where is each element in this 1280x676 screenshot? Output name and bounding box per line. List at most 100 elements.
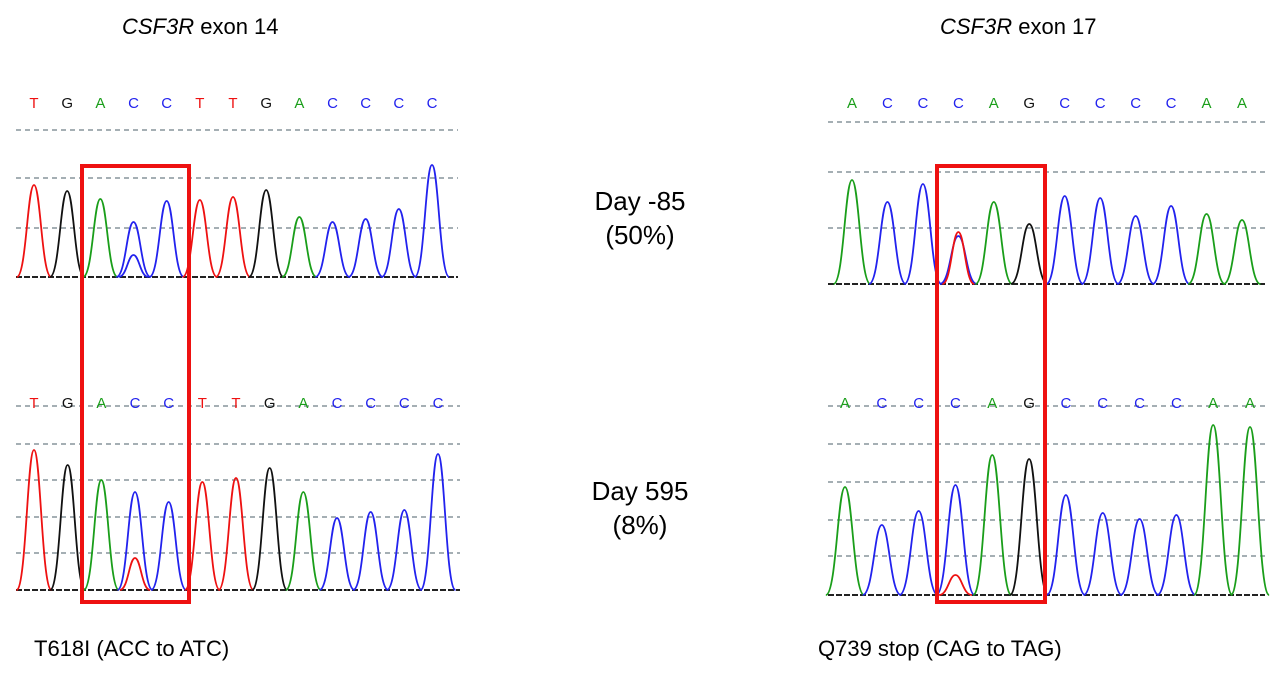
- base-call-label: C: [360, 95, 371, 112]
- base-call-label: C: [163, 395, 174, 412]
- peak-trace: [381, 208, 417, 278]
- peak-trace: [413, 164, 451, 278]
- base-call-label: A: [1202, 95, 1212, 112]
- peak-trace: [1080, 197, 1120, 285]
- base-call-label: C: [130, 395, 141, 412]
- peak-trace: [1119, 518, 1160, 596]
- gene-name: CSF3R: [940, 14, 1013, 39]
- peak-trace: [148, 200, 185, 278]
- peak-trace: [385, 509, 423, 591]
- secondary-peak-trace: [119, 557, 151, 591]
- peak-trace: [150, 501, 188, 591]
- peak-trace: [284, 491, 322, 591]
- base-call-label: C: [1134, 395, 1145, 412]
- base-call-label: T: [29, 395, 38, 412]
- base-call-label: C: [1130, 95, 1141, 112]
- peak-trace: [214, 196, 252, 278]
- base-call-label: A: [840, 395, 850, 412]
- base-call-label: C: [161, 95, 172, 112]
- base-call-label: A: [294, 95, 304, 112]
- base-call-label: C: [399, 395, 410, 412]
- base-call-label: A: [1245, 395, 1255, 412]
- base-call-label: C: [950, 395, 961, 412]
- peak-trace: [868, 201, 907, 285]
- peak-trace: [352, 511, 390, 591]
- peak-trace: [115, 221, 152, 278]
- base-call-label: C: [1097, 395, 1108, 412]
- peak-trace: [1082, 512, 1123, 596]
- peak-trace: [281, 216, 318, 278]
- timepoint-2: Day 595 (8%): [540, 474, 740, 542]
- mutation-highlight-box-exon14: [80, 164, 191, 604]
- peak-trace: [15, 184, 53, 278]
- peak-trace: [1229, 426, 1271, 596]
- peak-trace: [49, 464, 87, 591]
- base-call-label: C: [882, 95, 893, 112]
- timepoint-day: Day 595: [591, 476, 689, 506]
- base-call-label: C: [913, 395, 924, 412]
- peak-trace: [1010, 223, 1049, 285]
- base-call-label: A: [989, 95, 999, 112]
- base-call-label: C: [327, 95, 338, 112]
- base-call-label: C: [1060, 395, 1071, 412]
- base-call-label: C: [1059, 95, 1070, 112]
- timepoint-vaf: (50%): [605, 220, 675, 250]
- base-call-label: G: [1023, 395, 1035, 412]
- peak-trace: [1187, 213, 1226, 285]
- base-call-label: G: [264, 395, 276, 412]
- base-call-label: G: [1023, 95, 1035, 112]
- peak-trace: [903, 183, 943, 285]
- peak-trace: [49, 190, 86, 278]
- base-call-label: C: [128, 95, 139, 112]
- base-call-label: A: [1208, 395, 1218, 412]
- mutation-highlight-box-exon17: [935, 164, 1047, 604]
- peak-trace: [251, 467, 289, 591]
- peak-trace: [862, 524, 902, 596]
- secondary-peak-trace: [941, 231, 975, 285]
- base-call-label: T: [195, 95, 204, 112]
- exon14-mutation-label: T618I (ACC to ATC): [34, 636, 230, 661]
- peak-trace: [974, 201, 1014, 285]
- peak-trace: [1009, 458, 1050, 596]
- peak-trace: [1151, 205, 1191, 285]
- peak-trace: [1223, 219, 1261, 285]
- base-call-label: G: [62, 395, 74, 412]
- base-call-label: G: [260, 95, 272, 112]
- peak-trace: [82, 479, 120, 591]
- exon17-mutation-label: Q739 stop (CAG to TAG): [818, 636, 1062, 661]
- peak-trace: [314, 221, 351, 278]
- timepoint-vaf: (8%): [612, 510, 668, 540]
- base-call-label: T: [29, 95, 38, 112]
- base-call-label: A: [847, 95, 857, 112]
- peak-trace: [939, 235, 978, 285]
- timepoint-1: Day -85 (50%): [540, 184, 740, 252]
- base-call-label: C: [365, 395, 376, 412]
- peak-trace: [1193, 424, 1234, 596]
- peak-trace: [1116, 215, 1155, 285]
- base-call-label: A: [95, 95, 105, 112]
- secondary-peak-trace: [118, 254, 149, 278]
- base-call-label: T: [228, 95, 237, 112]
- base-call-label: A: [298, 395, 308, 412]
- exon17-title: CSF3R exon 17: [940, 14, 1097, 40]
- peak-trace: [824, 486, 866, 596]
- peak-trace: [15, 449, 53, 591]
- secondary-peak-trace: [938, 574, 973, 596]
- base-call-label: C: [876, 395, 887, 412]
- exon-label: exon 17: [1012, 14, 1097, 39]
- timepoint-day: Day -85: [594, 186, 686, 216]
- peak-trace: [1045, 195, 1085, 285]
- peak-trace: [972, 454, 1013, 596]
- base-call-label: C: [1166, 95, 1177, 112]
- exon-label: exon 14: [194, 14, 279, 39]
- base-call-label: C: [1171, 395, 1182, 412]
- peak-trace: [347, 218, 384, 278]
- base-call-label: A: [987, 395, 997, 412]
- peak-trace: [318, 517, 356, 591]
- peak-trace: [183, 481, 221, 591]
